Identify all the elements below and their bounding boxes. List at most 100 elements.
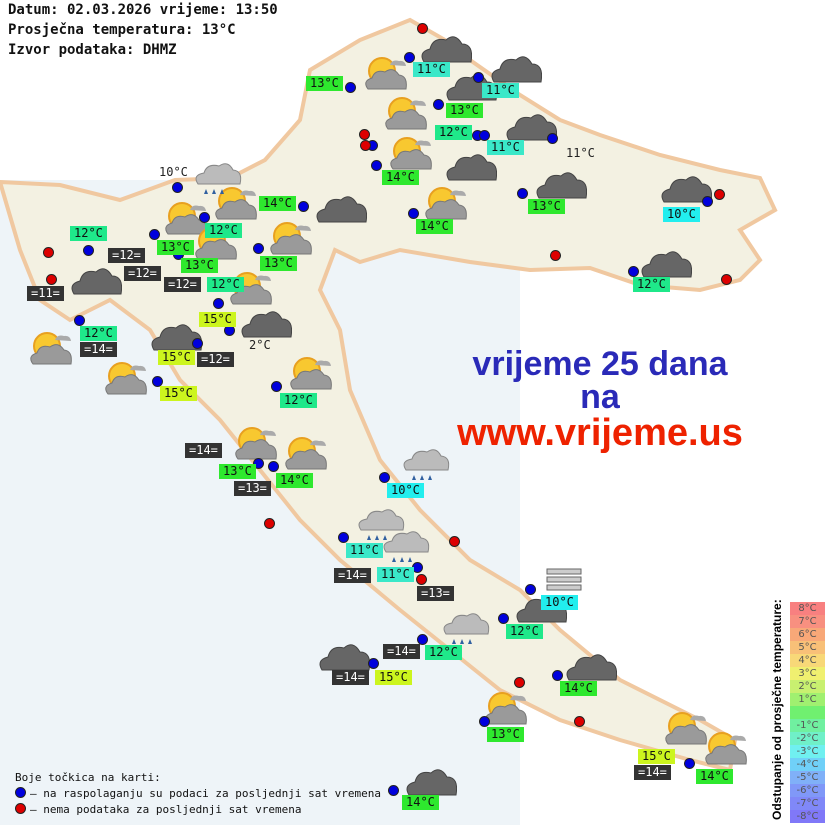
station-dot-available[interactable] [172, 182, 183, 193]
station-dot-available[interactable] [404, 52, 415, 63]
cloudy-icon [445, 148, 498, 184]
temperature-label: 11°C [413, 62, 450, 77]
temperature-label: 10°C [541, 595, 578, 610]
station-dot-available[interactable] [433, 99, 444, 110]
promo-line2: na [580, 378, 620, 416]
station-dot-available[interactable] [213, 298, 224, 309]
map-legend: Boje točkica na karti: – na raspolaganju… [15, 770, 381, 818]
scale-step: 7°C [790, 615, 825, 628]
temperature-label: 13°C [306, 76, 343, 91]
station-dot-missing[interactable] [714, 189, 725, 200]
temperature-label: 13°C [157, 240, 194, 255]
temperature-label: =14= [383, 644, 420, 659]
station-dot-available[interactable] [388, 785, 399, 796]
scale-step: 6°C [790, 628, 825, 641]
partly-cloudy-icon [420, 185, 468, 221]
station-dot-available[interactable] [498, 613, 509, 624]
partly-cloudy-icon [280, 435, 328, 471]
temperature-label: =12= [197, 352, 234, 367]
temperature-label: 14°C [276, 473, 313, 488]
station-dot-available[interactable] [345, 82, 356, 93]
station-dot-available[interactable] [338, 532, 349, 543]
station-dot-available[interactable] [702, 196, 713, 207]
station-dot-available[interactable] [379, 472, 390, 483]
temperature-label: 12°C [280, 393, 317, 408]
station-dot-available[interactable] [479, 716, 490, 727]
scale-step: -2°C [790, 732, 825, 745]
station-dot-available[interactable] [149, 229, 160, 240]
deviation-scale: 8°C 7°C 6°C 5°C 4°C 3°C 2°C 1°C -1°C -2°C -3°C -4°C… [790, 602, 825, 823]
station-dot-available[interactable] [547, 133, 558, 144]
blue-dot-icon [15, 787, 26, 798]
temperature-label: 2°C [249, 338, 271, 352]
temperature-label: 15°C [160, 386, 197, 401]
rain-icon [440, 612, 490, 648]
station-dot-missing[interactable] [574, 716, 585, 727]
station-dot-available[interactable] [253, 243, 264, 254]
promo-url[interactable]: www.vrijeme.us [457, 412, 743, 454]
station-dot-available[interactable] [298, 201, 309, 212]
temperature-label: =14= [185, 443, 222, 458]
partly-cloudy-icon [380, 95, 428, 131]
station-dot-available[interactable] [74, 315, 85, 326]
station-dot-missing[interactable] [264, 518, 275, 529]
temperature-label: 14°C [402, 795, 439, 810]
station-dot-available[interactable] [684, 758, 695, 769]
station-dot-available[interactable] [83, 245, 94, 256]
temperature-label: =13= [234, 481, 271, 496]
station-dot-available[interactable] [253, 458, 264, 469]
station-dot-available[interactable] [628, 266, 639, 277]
temperature-label: 11°C [487, 140, 524, 155]
station-dot-available[interactable] [552, 670, 563, 681]
temperature-label: 11°C [346, 543, 383, 558]
station-dot-missing[interactable] [360, 140, 371, 151]
temperature-label: =12= [108, 248, 145, 263]
station-dot-available[interactable] [152, 376, 163, 387]
temperature-label: =14= [80, 342, 117, 357]
data-source: Izvor podataka: DHMZ [8, 42, 177, 58]
scale-step: -5°C [790, 771, 825, 784]
station-dot-missing[interactable] [550, 250, 561, 261]
station-dot-missing[interactable] [514, 677, 525, 688]
station-dot-available[interactable] [371, 160, 382, 171]
station-dot-missing[interactable] [721, 274, 732, 285]
station-dot-missing[interactable] [46, 274, 57, 285]
temperature-label: 13°C [446, 103, 483, 118]
scale-step: 1°C [790, 693, 825, 706]
temperature-label: 15°C [158, 350, 195, 365]
cloudy-icon [535, 166, 588, 202]
rain-icon [400, 448, 450, 484]
station-dot-missing[interactable] [359, 129, 370, 140]
temperature-label: 14°C [382, 170, 419, 185]
temperature-label: 14°C [560, 681, 597, 696]
station-dot-missing[interactable] [43, 247, 54, 258]
cloudy-icon [565, 648, 618, 684]
station-dot-available[interactable] [417, 634, 428, 645]
temperature-label: =14= [334, 568, 371, 583]
station-dot-available[interactable] [271, 381, 282, 392]
station-dot-available[interactable] [517, 188, 528, 199]
station-dot-available[interactable] [268, 461, 279, 472]
station-dot-available[interactable] [473, 72, 484, 83]
station-dot-missing[interactable] [416, 574, 427, 585]
station-dot-available[interactable] [479, 130, 490, 141]
temperature-label: 10°C [159, 165, 188, 179]
partly-cloudy-icon [210, 185, 258, 221]
scale-step: -7°C [790, 797, 825, 810]
temperature-label: 12°C [506, 624, 543, 639]
legend-ok: – na raspolaganju su podaci za posljednj… [30, 787, 381, 800]
station-dot-missing[interactable] [417, 23, 428, 34]
station-dot-available[interactable] [525, 584, 536, 595]
cloudy-icon [150, 318, 203, 354]
partly-cloudy-icon [385, 135, 433, 171]
scale-step: -1°C [790, 719, 825, 732]
station-dot-available[interactable] [192, 338, 203, 349]
station-dot-available[interactable] [408, 208, 419, 219]
rain-icon [380, 530, 430, 566]
station-dot-missing[interactable] [449, 536, 460, 547]
station-dot-available[interactable] [368, 658, 379, 669]
temperature-label: =11= [27, 286, 64, 301]
temperature-label: 12°C [205, 223, 242, 238]
temperature-label: 11°C [566, 146, 595, 160]
station-dot-available[interactable] [199, 212, 210, 223]
